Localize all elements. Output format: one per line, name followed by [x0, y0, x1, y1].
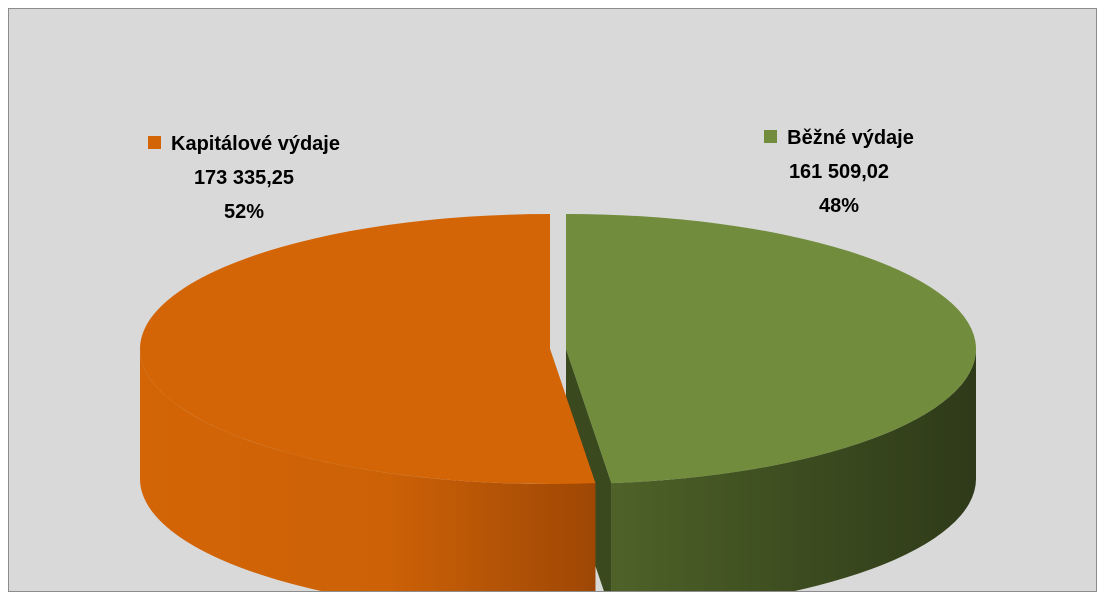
pie-chart [140, 214, 977, 591]
data-label-bezne: Běžné výdaje 161 509,02 48% [724, 121, 954, 223]
chart-area: Kapitálové výdaje 173 335,25 52% Běžné v… [8, 8, 1097, 592]
slice-bezne [566, 214, 977, 484]
label-percent-kapitalove: 52% [223, 201, 265, 223]
slice-side-bezne [611, 349, 976, 591]
slice-side-kapitalove [140, 349, 596, 591]
label-name-kapitalove: Kapitálové výdaje [171, 133, 340, 155]
data-label-kapitalove: Kapitálové výdaje 173 335,25 52% [114, 127, 374, 229]
label-name-row-bezne: Běžné výdaje [724, 121, 954, 155]
label-name-row-kapitalove: Kapitálové výdaje [114, 127, 374, 161]
label-value-bezne: 161 509,02 [788, 161, 890, 183]
legend-swatch-bezne [764, 130, 778, 143]
slice-kapitalove [140, 214, 596, 484]
label-name-bezne: Běžné výdaje [787, 127, 914, 149]
label-value-kapitalove: 173 335,25 [193, 167, 295, 189]
label-percent-bezne: 48% [818, 195, 860, 217]
legend-swatch-kapitalove [148, 136, 162, 149]
